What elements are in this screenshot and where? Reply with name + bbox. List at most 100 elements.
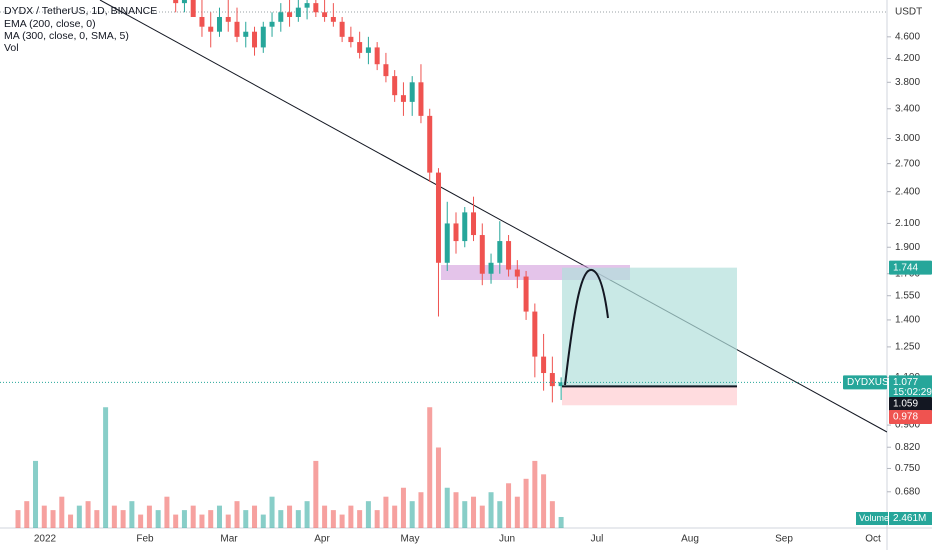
y-tick-label: 1.550 — [895, 290, 920, 301]
volume-bar — [225, 514, 231, 528]
y-tick-label: 1.400 — [895, 315, 920, 326]
volume-bar — [435, 447, 441, 528]
y-tick-label: 2.400 — [895, 186, 920, 197]
candle-body — [322, 12, 328, 17]
y-tick-label: 3.800 — [895, 77, 920, 88]
volume-bar — [129, 501, 135, 528]
volume-bar — [216, 505, 222, 528]
volume-bar — [444, 487, 450, 528]
x-tick-label: Oct — [865, 534, 881, 545]
x-tick-label: Feb — [136, 534, 154, 545]
candle-body — [260, 26, 266, 48]
volume-name: Volume — [859, 513, 889, 523]
candle-body — [208, 26, 214, 32]
candle-body — [523, 276, 529, 312]
candle-body — [418, 82, 424, 116]
candle-body — [444, 223, 450, 263]
candle-body — [383, 64, 389, 77]
x-tick-label: Apr — [314, 534, 330, 545]
volume-badge: 2.461M — [893, 513, 926, 524]
volume-bar — [234, 501, 240, 528]
candle-body — [435, 172, 441, 263]
currency-label: USDT — [895, 7, 922, 18]
volume-bar — [59, 496, 65, 528]
volume-bar — [400, 487, 406, 528]
plot-area — [0, 0, 887, 528]
volume-bar — [103, 407, 109, 528]
volume-bar — [138, 514, 144, 528]
candle-body — [348, 36, 354, 43]
volume-bar — [471, 496, 477, 528]
candle-body — [304, 3, 310, 8]
volume-bar — [287, 505, 293, 528]
volume-bar — [313, 460, 319, 528]
volume-bar — [462, 501, 468, 528]
volume-bar — [164, 496, 170, 528]
volume-bar — [68, 514, 74, 528]
countdown: 15:02:29 — [893, 387, 932, 398]
volume-bar — [322, 505, 328, 528]
volume-bar — [541, 474, 547, 528]
candle-body — [357, 42, 363, 53]
volume-bar — [506, 483, 512, 528]
last-price-badge-bg — [889, 375, 932, 398]
volume-bar — [208, 510, 214, 528]
volume-bar — [120, 510, 126, 528]
candle-body — [374, 47, 380, 65]
chart-title: DYDX / TetherUS, 1D, BINANCE — [4, 5, 157, 17]
x-tick-label: Jul — [591, 534, 604, 545]
candle-body — [488, 262, 494, 274]
x-tick-label: 2022 — [34, 534, 57, 545]
x-tick-label: Sep — [775, 534, 793, 545]
volume-bar — [383, 496, 389, 528]
y-tick-label: 4.600 — [895, 31, 920, 42]
volume-name-bg — [856, 512, 888, 525]
volume-bar — [85, 501, 91, 528]
y-tick-label: 3.400 — [895, 103, 920, 114]
volume-bar — [269, 496, 275, 528]
y-tick-label: 0.900 — [895, 420, 920, 431]
stop-badge-bg — [889, 410, 932, 424]
target-badge: 1.744 — [893, 262, 918, 273]
volume-bar — [330, 510, 336, 528]
projection-arc — [564, 268, 609, 386]
position-profit — [562, 267, 737, 387]
volume-bar — [523, 478, 529, 528]
candle-body — [409, 82, 415, 102]
volume-bar — [155, 510, 161, 528]
target-badge-bg — [889, 260, 932, 275]
volume-bar — [252, 505, 258, 528]
volume-bar — [304, 501, 310, 528]
y-tick-label: 1.250 — [895, 342, 920, 353]
candle-body — [541, 356, 547, 374]
candle-body — [243, 31, 249, 37]
candle-body — [234, 21, 240, 37]
volume-bar — [514, 496, 520, 528]
volume-bar — [392, 505, 398, 528]
candle-body — [339, 21, 345, 37]
volume-bar — [190, 505, 196, 528]
y-tick-label: 1.900 — [895, 242, 920, 253]
candle-body — [532, 311, 538, 357]
candle-body — [514, 269, 520, 277]
volume-bar — [497, 501, 503, 528]
volume-bar — [348, 505, 354, 528]
volume-bar — [243, 510, 249, 528]
indicator: MA (300, close, 0, SMA, 5) — [4, 30, 129, 42]
volume-bar — [41, 505, 47, 528]
entry-badge: 1.059 — [893, 399, 918, 410]
x-tick-label: Jun — [499, 534, 515, 545]
candle-body — [278, 12, 284, 22]
x-tick-label: Mar — [220, 534, 238, 545]
candle-body — [497, 241, 503, 263]
position-loss — [562, 386, 737, 406]
symbol-badge: DYDXUSDT — [847, 377, 902, 388]
candle-body — [471, 212, 477, 236]
candle-body — [269, 21, 275, 27]
volume-bar — [278, 510, 284, 528]
candle-body — [462, 212, 468, 242]
candle-body — [506, 241, 512, 270]
candle-body — [365, 47, 371, 53]
y-tick-label: 2.700 — [895, 158, 920, 169]
